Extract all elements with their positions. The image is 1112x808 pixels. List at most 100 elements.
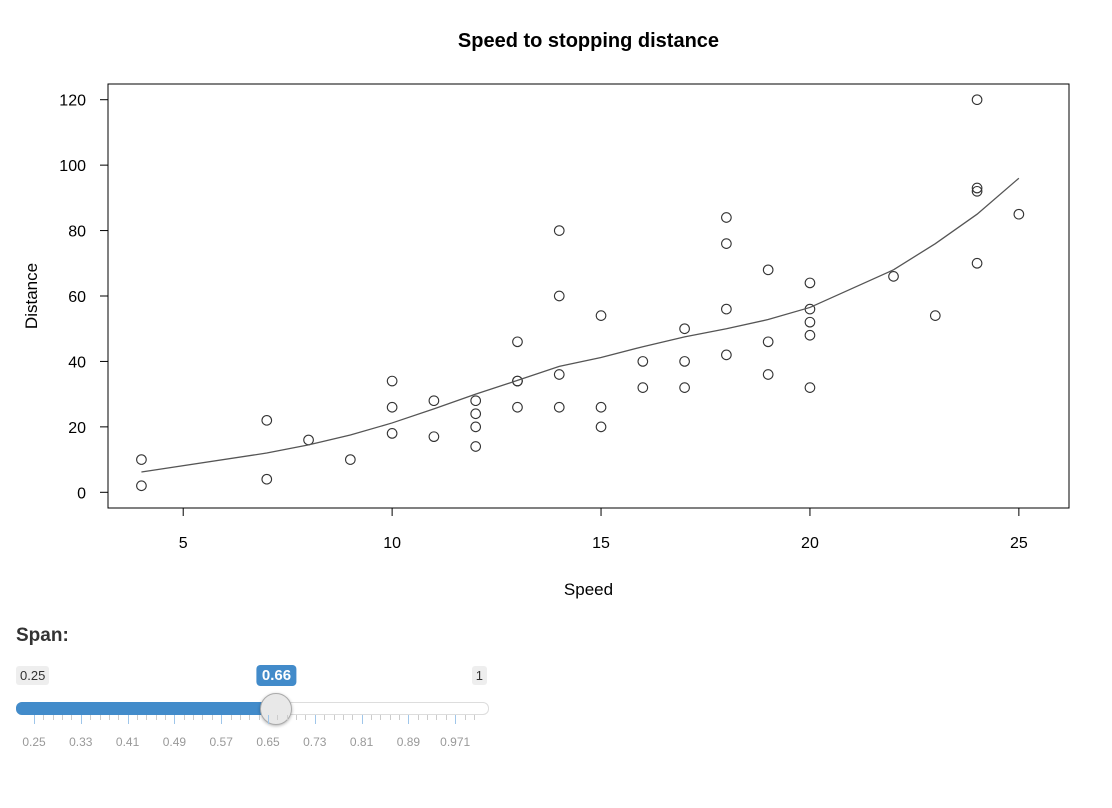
data-point <box>971 94 983 106</box>
slider-tick <box>473 715 475 720</box>
slider-tick <box>305 715 307 720</box>
scatter-chart: Speed to stopping distance Speed Distance 5… <box>22 30 1070 599</box>
span-slider[interactable]: Span: 0.25 1 0.66 0.25 0.33 0.41 0.49 0.57 0.… <box>16 625 491 749</box>
slider-min-label: 0.25 <box>16 666 50 685</box>
slider-tick <box>221 715 223 724</box>
data-point <box>804 277 816 289</box>
slider-tick-label: 0.41 <box>115 735 140 749</box>
smooth-line <box>141 177 1020 473</box>
data-point <box>428 431 440 443</box>
data-point <box>386 401 398 413</box>
data-point <box>721 303 732 315</box>
slider-tick <box>436 715 438 720</box>
slider-tick <box>342 715 344 720</box>
data-point <box>637 382 649 393</box>
slider-tick-label: 0.73 <box>303 735 327 749</box>
data-point <box>971 185 983 197</box>
data-point <box>512 375 523 387</box>
slider-tick <box>380 715 382 720</box>
plot-frame <box>107 83 1070 509</box>
data-point <box>512 401 523 413</box>
slider-tick <box>314 715 316 724</box>
data-point <box>679 356 690 367</box>
slider-tick-label: 0.33 <box>69 735 93 749</box>
data-point <box>971 182 983 194</box>
slider-tick <box>136 715 138 720</box>
data-point <box>470 441 482 452</box>
y-tick-label: 0 <box>77 485 86 502</box>
slider-tick <box>370 715 372 720</box>
slider-tick <box>361 715 363 724</box>
slider-tick <box>193 715 195 720</box>
data-point <box>595 310 607 321</box>
slider-tick <box>155 715 157 720</box>
data-point <box>136 480 147 492</box>
slider-tick <box>99 715 101 720</box>
y-tick-label: 80 <box>68 224 86 241</box>
data-point <box>929 310 941 321</box>
data-point <box>261 414 273 426</box>
y-tick-label: 120 <box>59 93 86 110</box>
y-tick-label: 100 <box>59 158 86 175</box>
slider-tick <box>52 715 54 720</box>
slider-tick <box>296 715 298 720</box>
data-point <box>721 212 732 223</box>
slider-tick-label: 0.971 <box>440 735 471 749</box>
data-point <box>512 336 523 348</box>
slider-tick <box>408 715 410 724</box>
x-axis-label: Speed <box>564 580 613 599</box>
slider-tick <box>230 715 232 720</box>
slider-tick-label: 0.65 <box>256 735 280 749</box>
data-point <box>470 395 482 407</box>
slider-tick <box>352 715 354 720</box>
data-point <box>971 257 983 269</box>
slider-tick <box>455 715 457 724</box>
slider-tick <box>34 715 35 724</box>
slider-tick <box>90 715 92 720</box>
slider-tick <box>333 715 335 720</box>
slider-tick <box>324 715 326 720</box>
data-point <box>386 375 398 387</box>
y-tick-label: 20 <box>68 420 86 437</box>
data-point <box>428 395 440 407</box>
slider-tick <box>464 715 466 720</box>
slider-tick <box>417 715 419 720</box>
data-point <box>595 421 607 433</box>
data-point <box>553 290 565 302</box>
y-axis-label: Distance <box>22 263 41 329</box>
slider-tick <box>183 715 185 720</box>
slider-tick <box>174 715 176 724</box>
y-tick-label: 40 <box>68 354 86 371</box>
data-point <box>261 473 273 485</box>
data-point <box>553 225 565 236</box>
slider-tick <box>286 715 288 720</box>
data-point <box>637 356 649 367</box>
slider-tick <box>211 715 213 720</box>
slider-tick-label: 0.57 <box>209 735 233 749</box>
x-tick-label: 20 <box>801 535 819 552</box>
slider-max-label: 1 <box>471 666 487 685</box>
slider-tick <box>268 715 269 724</box>
data-point <box>303 434 314 446</box>
data-point <box>721 349 732 361</box>
data-point <box>595 401 607 413</box>
data-point <box>888 271 899 282</box>
data-point <box>553 401 565 413</box>
data-point <box>804 316 816 328</box>
data-point <box>679 323 690 335</box>
data-point <box>721 238 732 250</box>
slider-tick-label: 0.49 <box>162 735 187 749</box>
data-point <box>470 421 482 433</box>
slider-tick <box>71 715 73 720</box>
data-point <box>762 264 774 276</box>
slider-tick <box>277 715 279 720</box>
slider-tick <box>62 715 64 720</box>
slider-tick-label: 0.81 <box>349 735 374 749</box>
x-tick-label: 25 <box>1010 535 1028 552</box>
data-point <box>344 454 356 465</box>
slider-tick <box>202 715 204 720</box>
data-point <box>1013 208 1025 220</box>
slider-tick <box>43 715 45 720</box>
slider-tick <box>399 715 401 720</box>
slider-tick <box>239 715 241 720</box>
